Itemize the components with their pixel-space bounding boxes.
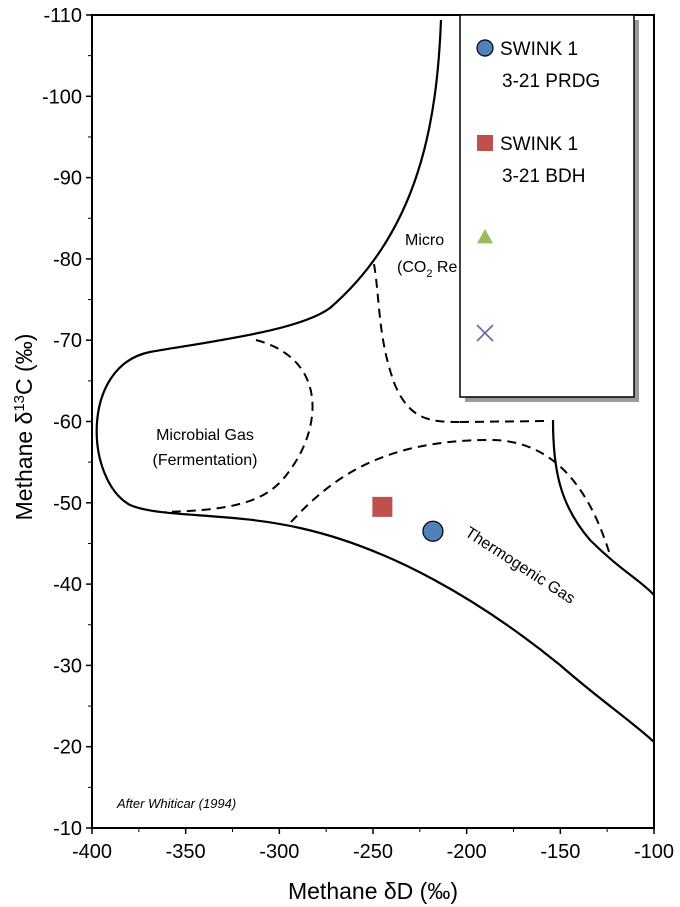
- co2-label-line1: Micro: [405, 232, 444, 249]
- legend-box: [459, 14, 635, 398]
- legend-marker-square: [477, 135, 493, 151]
- y-tick-label: -40: [53, 574, 82, 596]
- co2-label-subscript: 2: [426, 268, 432, 280]
- dashed-boundaries: [164, 263, 611, 556]
- y-tick-label: -100: [42, 86, 82, 108]
- legend-items: SWINK 1 3-21 PRDG SWINK 1 3-21 BDH: [476, 39, 600, 342]
- x-axis-label: Methane δD (‰): [288, 878, 458, 904]
- fermentation-label-line1: Microbial Gas: [156, 427, 254, 444]
- x-tick-label: -300: [259, 841, 299, 863]
- data-points: [372, 496, 444, 542]
- co2-label-prefix: (CO: [397, 259, 426, 276]
- y-tick-label: -90: [53, 168, 82, 190]
- y-tick-label: -20: [53, 737, 82, 759]
- fermentation-dashed-curve: [164, 339, 314, 513]
- fermentation-label-line2: (Fermentation): [153, 452, 258, 469]
- field-boundaries: [95, 19, 655, 743]
- y-axis-label-prefix: Methane δ: [11, 412, 37, 521]
- x-tick-label: -150: [540, 841, 580, 863]
- thermogenic-dashed-curve: [290, 438, 611, 556]
- legend-label: SWINK 1: [500, 39, 578, 60]
- y-axis-label-superscript: 13: [11, 395, 28, 412]
- co2-reduction-dashed-curve: [373, 263, 461, 423]
- credit-label: After Whiticar (1994): [116, 796, 236, 811]
- thermogenic-label: Thermogenic Gas: [462, 524, 578, 608]
- x-tick-label: -400: [72, 841, 112, 863]
- y-tick-label: -50: [53, 493, 82, 515]
- x-tick-label: -100: [634, 841, 674, 863]
- legend-label: SWINK 1: [500, 134, 578, 155]
- y-axis-label: Methane δ13C (‰): [11, 334, 37, 521]
- x-axis-ticks: -400 -350 -300 -250 -200 -150 -100: [72, 828, 674, 863]
- x-tick-label: -350: [166, 841, 206, 863]
- y-axis-ticks: -10 -20 -30 -40 -50 -60 -70 -80 -90 -100 -110: [42, 5, 92, 840]
- co2-label-line2: (CO2 Re: [397, 259, 457, 280]
- y-axis-label-suffix: C (‰): [11, 334, 37, 395]
- y-tick-label: -10: [53, 818, 82, 840]
- legend: SWINK 1 3-21 PRDG SWINK 1 3-21 BDH: [459, 14, 639, 402]
- legend-label: 3-21 BDH: [502, 166, 585, 187]
- co2-reduction-dashed-curve-2: [459, 420, 549, 423]
- legend-marker-circle: [476, 39, 494, 57]
- thermogenic-envelope-curve: [551, 419, 655, 596]
- x-tick-label: -250: [353, 841, 393, 863]
- legend-marker-triangle: [477, 229, 493, 244]
- y-tick-label: -70: [53, 330, 82, 352]
- legend-marker-x-stroke: [476, 324, 494, 342]
- y-tick-label: -60: [53, 412, 82, 434]
- microbial-envelope-curve: [95, 19, 655, 743]
- legend-marker-x: [476, 324, 494, 342]
- y-tick-label: -110: [43, 5, 82, 27]
- y-tick-label: -30: [53, 655, 82, 677]
- co2-label-suffix: Re: [432, 259, 457, 276]
- data-point-square: [372, 496, 393, 517]
- y-tick-label: -80: [53, 249, 82, 271]
- x-tick-label: -200: [447, 841, 487, 863]
- data-point-circle: [422, 520, 444, 542]
- legend-label: 3-21 PRDG: [502, 71, 600, 92]
